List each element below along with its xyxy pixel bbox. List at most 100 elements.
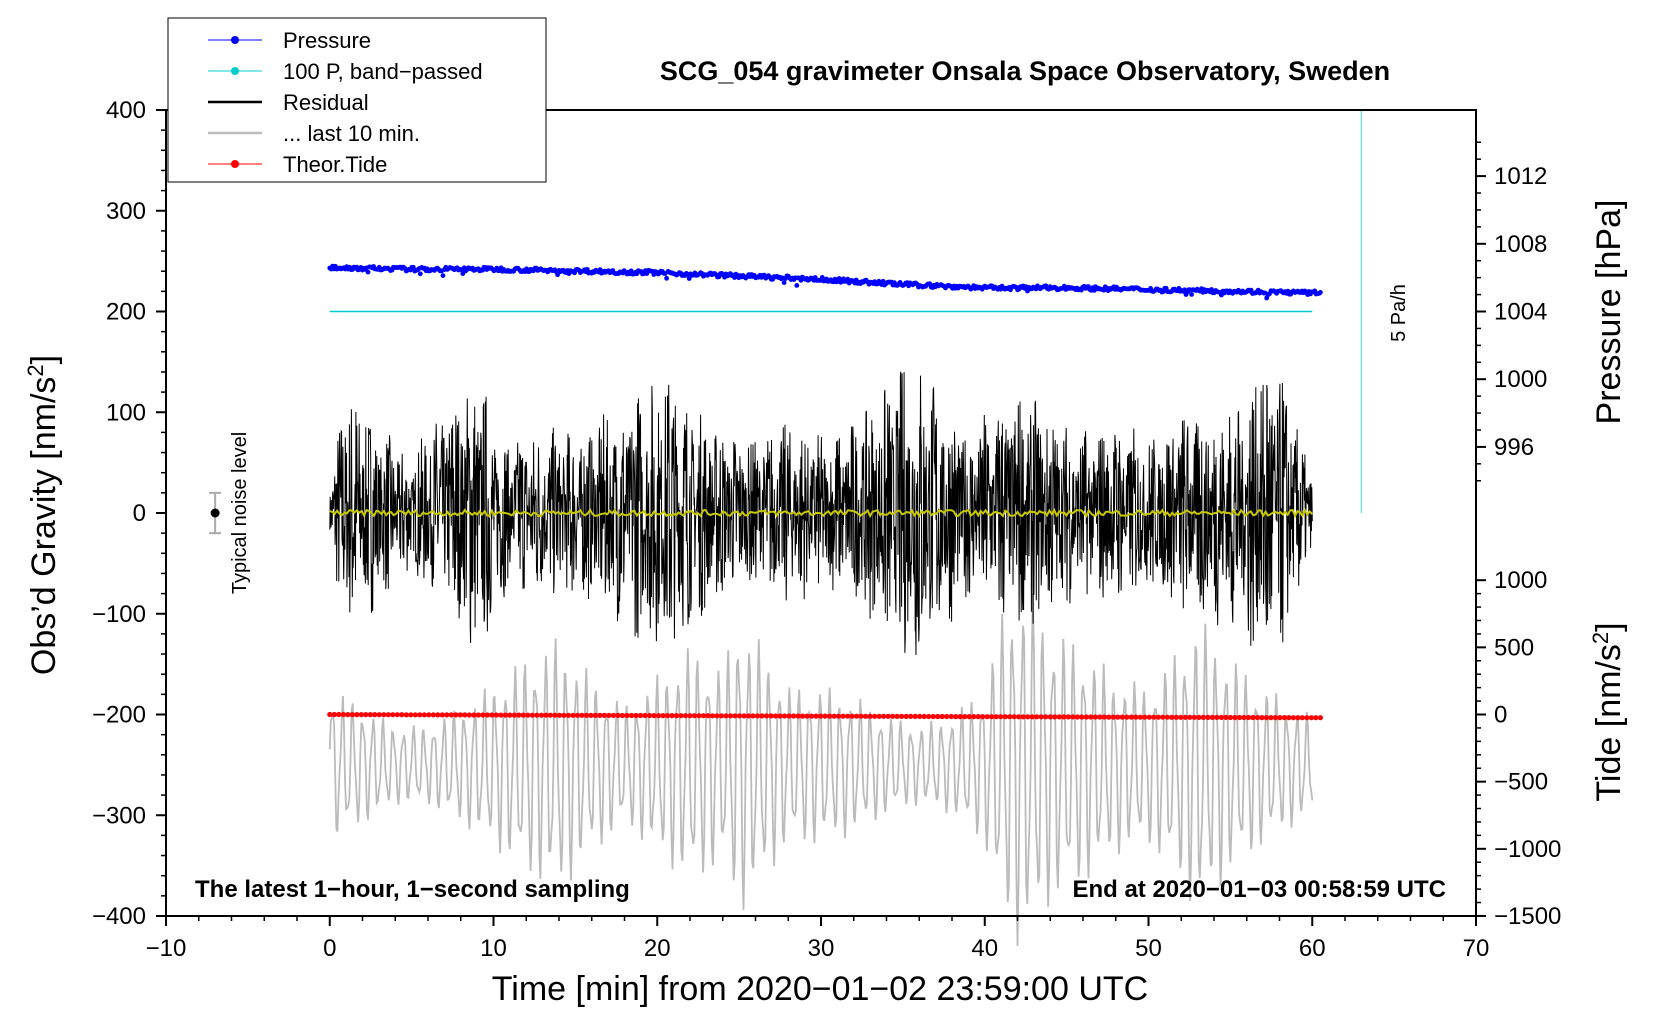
tide-point: [718, 713, 725, 719]
x-tick-label: 40: [971, 935, 998, 962]
tide-point: [745, 713, 752, 719]
tide-point: [714, 713, 720, 719]
tide-point: [1083, 714, 1089, 720]
tide-point: [552, 712, 558, 718]
tide-point: [624, 712, 630, 719]
tide-point: [529, 712, 536, 718]
x-tick-label: 50: [1135, 935, 1162, 962]
series-residual: [329, 371, 1313, 656]
tide-point: [1052, 714, 1058, 720]
legend-label: 100 P, band−passed: [283, 59, 483, 84]
tide-point: [957, 714, 963, 720]
tide-point: [669, 713, 675, 719]
tide-point: [394, 712, 400, 718]
tide-axis-title-sup: 2: [1588, 632, 1613, 644]
tide-point: [651, 713, 657, 719]
tide-tick-label: −1000: [1494, 836, 1561, 863]
tide-point: [412, 712, 418, 718]
pressure-point: [584, 267, 590, 272]
tide-point: [971, 714, 977, 720]
chart-title: SCG_054 gravimeter Onsala Space Observat…: [660, 56, 1390, 86]
tide-point: [588, 712, 594, 719]
tide-point: [1263, 715, 1269, 721]
pressure-tick-label: 1008: [1494, 231, 1547, 258]
tide-point: [682, 713, 689, 719]
tide-point: [899, 713, 905, 720]
tide-point: [917, 713, 923, 720]
tide-point: [430, 712, 436, 718]
legend-swatch-dot: [231, 160, 239, 168]
y-tick-label: 100: [106, 399, 146, 426]
tide-point: [1254, 714, 1260, 721]
tide-point: [1061, 714, 1067, 720]
tide-point: [678, 713, 684, 719]
tide-point: [867, 713, 873, 719]
tide-point: [741, 713, 747, 719]
tide-point: [1097, 714, 1103, 720]
tide-point: [966, 714, 972, 720]
tide-point: [998, 714, 1004, 720]
y-tick-label: −300: [92, 802, 146, 829]
tide-point: [439, 712, 445, 718]
tide-point: [516, 712, 522, 718]
tide-point: [1236, 714, 1242, 721]
y-tick-label: −400: [92, 903, 146, 930]
pressure-point: [597, 267, 603, 272]
series-last-10-min: [328, 593, 1314, 946]
tide-point: [984, 714, 990, 720]
tide-point: [1245, 714, 1251, 721]
tide-point: [349, 712, 355, 718]
tide-point: [615, 712, 621, 719]
tide-point: [1299, 715, 1305, 721]
tide-point: [1290, 715, 1296, 721]
tide-point: [1146, 714, 1152, 720]
legend: Pressure 100 P, band−passed Residual ... la…: [167, 17, 547, 183]
tide-point: [1038, 714, 1044, 720]
legend-swatch-dot: [231, 67, 239, 75]
tide-point: [1218, 714, 1224, 721]
noise-marker-label: Typical noise level: [229, 432, 251, 594]
tide-point: [1272, 715, 1278, 721]
pressure-point: [555, 272, 560, 278]
noise-marker: [209, 491, 222, 535]
tide-point: [637, 712, 644, 719]
tide-point: [1133, 714, 1139, 720]
tide-point: [448, 712, 454, 718]
tide-point: [908, 713, 914, 720]
tide-point: [484, 712, 490, 718]
tide-point: [1205, 714, 1211, 721]
tide-point: [1151, 714, 1157, 720]
tide-point: [462, 712, 468, 718]
pressure-point: [781, 280, 787, 285]
pressure-point: [836, 276, 842, 281]
tide-point: [1187, 714, 1193, 720]
x-tick-label: 60: [1299, 935, 1326, 962]
tide-point: [511, 712, 517, 718]
tide-point: [840, 713, 846, 719]
tide-point: [813, 713, 819, 719]
x-tick-label: 10: [480, 935, 507, 962]
tide-point: [732, 713, 738, 719]
tide-point: [705, 713, 711, 719]
tide-point: [1313, 715, 1319, 721]
tide-tick-label: 1000: [1494, 567, 1547, 594]
tide-point: [736, 713, 743, 719]
vertical-marker-label: 5 Pa/h: [1388, 284, 1410, 342]
tide-point: [1317, 715, 1323, 721]
tide-point: [777, 713, 783, 719]
tide-point: [858, 713, 864, 719]
tide-point: [655, 713, 662, 719]
tide-point: [1268, 715, 1274, 721]
tide-point: [592, 712, 599, 719]
tide-point: [1043, 714, 1049, 720]
tide-tick-label: 0: [1494, 702, 1507, 729]
tide-point: [1209, 714, 1215, 721]
y-axis-title-left: Obs’d Gravity [nm/s2]: [23, 355, 63, 675]
tide-point: [1155, 714, 1161, 720]
pressure-point: [1318, 290, 1323, 295]
tide-point: [1277, 715, 1283, 721]
tide-point: [417, 712, 423, 718]
pressure-point: [440, 273, 446, 278]
series-residual-mean: [329, 507, 1314, 519]
legend-box: [167, 17, 547, 183]
